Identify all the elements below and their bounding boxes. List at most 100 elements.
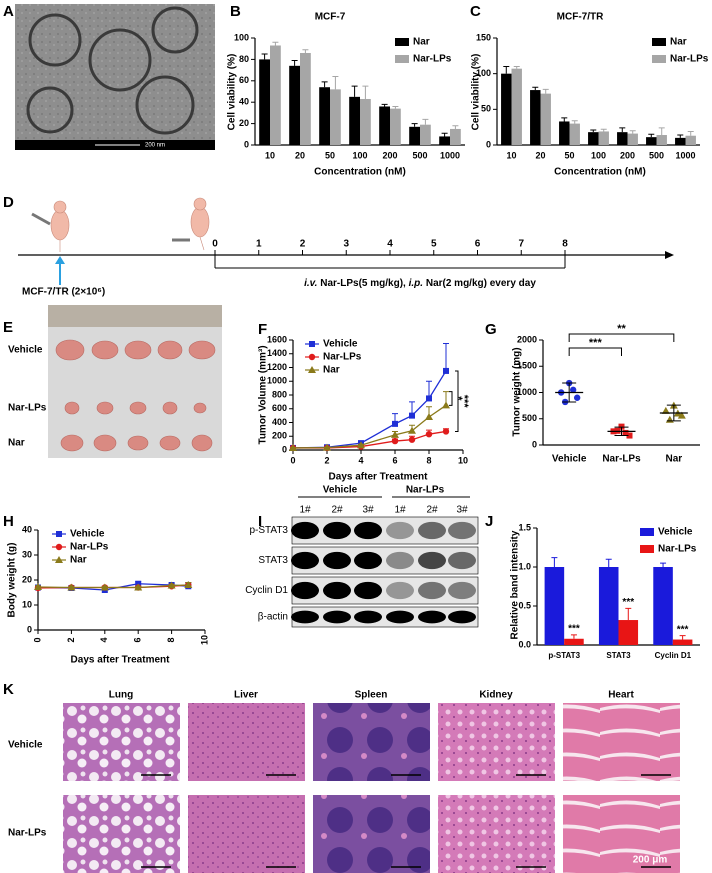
x-tick-label: 4 <box>99 637 109 642</box>
point <box>100 583 109 591</box>
x-tick-label: 0 <box>32 637 42 642</box>
y-tick-label: 1000 <box>517 387 537 397</box>
bar <box>379 106 390 145</box>
point <box>426 395 432 402</box>
annotation: *** <box>622 597 634 608</box>
x-tick-label: 1000 <box>440 150 460 160</box>
point <box>167 581 176 589</box>
bar <box>653 567 673 645</box>
error-bar <box>561 117 568 122</box>
histology-image <box>438 795 555 873</box>
panel-label: G <box>485 321 497 338</box>
error-bar <box>590 129 597 133</box>
day-label: 6 <box>475 239 481 250</box>
legend-label: Nar <box>413 37 430 48</box>
legend-marker <box>309 341 315 347</box>
point <box>323 443 331 451</box>
x-tick-label: p-STAT3 <box>548 651 580 660</box>
significance-bracket <box>568 347 622 356</box>
y-tick-label: 500 <box>522 413 537 423</box>
tumor-photo: Vehicle Nar-LPs Nar <box>8 305 222 458</box>
bar <box>598 567 619 645</box>
bar <box>300 52 311 146</box>
point <box>569 386 577 394</box>
bar <box>559 121 570 145</box>
legend-swatch <box>395 55 409 63</box>
point <box>622 429 629 436</box>
lane-label: 1# <box>394 505 406 516</box>
series-line <box>293 430 447 449</box>
histology-image <box>63 795 180 873</box>
series-line <box>292 404 447 449</box>
point <box>392 420 398 427</box>
panel-label: A <box>3 3 14 20</box>
day-label: 0 <box>212 239 218 250</box>
blot-band <box>323 610 351 624</box>
chart-title: MCF-7 <box>315 12 346 23</box>
lane-label: 1# <box>299 505 311 516</box>
bar <box>270 45 281 145</box>
y-tick-label: 80 <box>239 54 249 64</box>
histology-image <box>563 795 680 873</box>
histology-image <box>313 703 430 781</box>
bar <box>617 132 628 145</box>
protein-label: Cyclin D1 <box>245 585 288 596</box>
point <box>425 413 433 420</box>
error-bar <box>679 635 686 640</box>
panel-label: E <box>3 319 13 336</box>
organ-label: Kidney <box>479 690 513 701</box>
y-axis-label: Tumor weight (mg) <box>512 347 523 436</box>
error-bar <box>332 76 339 90</box>
blot-band <box>448 521 476 540</box>
error-bar <box>605 558 612 567</box>
y-tick-label: 100 <box>234 32 249 42</box>
x-axis-label: Days after Treatment <box>329 472 429 483</box>
y-axis-label: Tumor Volume (mm³) <box>258 345 269 444</box>
error-bar <box>532 86 539 91</box>
error-bar <box>362 85 369 99</box>
lane-label: 2# <box>331 505 343 516</box>
western-blot: Vehicle Nar-LPs 1# 2# 3# 1# 2# 3# p-STAT3 STAT3… <box>245 485 479 628</box>
legend-marker <box>55 556 63 563</box>
error-bar <box>570 634 577 639</box>
point <box>357 441 365 449</box>
organ-label: Lung <box>109 690 133 701</box>
error-bar <box>600 128 607 132</box>
legend-label: Vehicle <box>323 339 358 350</box>
series-line <box>37 584 189 589</box>
organ-label: Liver <box>234 690 258 701</box>
bar <box>675 137 686 145</box>
blot-band <box>323 581 351 600</box>
y-tick-label: 40 <box>22 524 32 534</box>
y-tick-label: 20 <box>239 118 249 128</box>
error-bar <box>272 41 279 46</box>
x-tick-label: 500 <box>649 150 664 160</box>
legend-marker <box>308 353 316 361</box>
x-axis-label: Concentration (nM) <box>314 167 406 178</box>
panel-label: J <box>485 513 493 530</box>
y-axis-label: Body weight (g) <box>7 543 18 618</box>
legend-marker <box>308 366 316 373</box>
y-tick-label: 0.0 <box>518 639 531 649</box>
legend-label: Nar-LPs <box>670 54 709 65</box>
y-tick-label: 1.0 <box>518 561 531 571</box>
y-tick-label: 0.5 <box>518 600 531 610</box>
error-bar <box>291 59 298 66</box>
bar <box>618 620 639 645</box>
day-label: 8 <box>562 239 568 250</box>
bar <box>360 98 371 145</box>
x-tick-label: STAT3 <box>606 651 631 660</box>
bar <box>530 90 541 145</box>
x-tick-label: 6 <box>133 637 143 642</box>
y-tick-label: 1000 <box>267 376 287 386</box>
blot-band <box>291 551 319 570</box>
x-tick-label: 2 <box>66 637 76 642</box>
y-tick-label: 800 <box>272 389 287 399</box>
x-tick-label: 10 <box>506 150 516 160</box>
y-tick-label: 1200 <box>267 362 287 372</box>
day-label: 1 <box>256 239 262 250</box>
blot-band <box>386 551 414 570</box>
treatment-part: i.p. <box>409 278 423 289</box>
treatment-part: i.v. <box>304 278 317 289</box>
y-tick-label: 0 <box>282 444 287 454</box>
